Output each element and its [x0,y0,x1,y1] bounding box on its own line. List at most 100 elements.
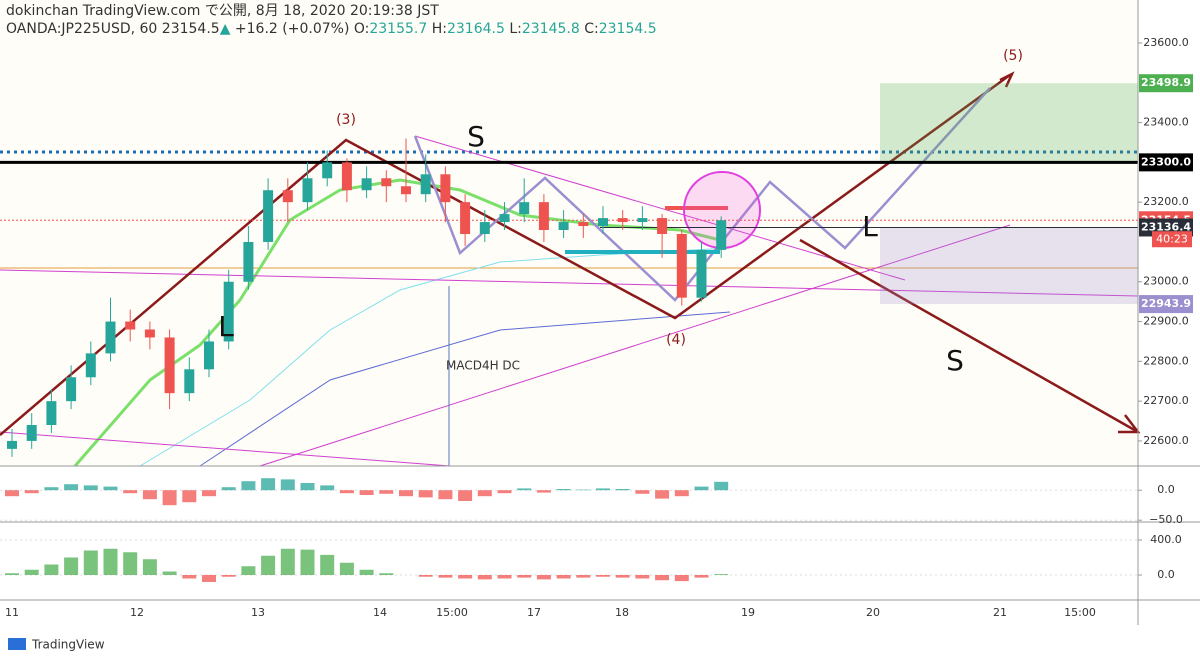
histogram-bar [142,559,157,575]
annotation: (5) [1003,48,1023,64]
histogram-bar [202,490,216,497]
candle-body [657,218,668,234]
candle-body [164,337,175,394]
price-tag [1139,153,1193,172]
histogram-bar [241,481,256,491]
histogram-bar [714,574,729,575]
histogram-bar [596,488,610,491]
histogram-bar [123,552,138,575]
histogram-bar [182,490,197,503]
histogram-bar [517,574,532,578]
y-tick-label: 22700.0 [1143,394,1189,407]
candle-body [538,202,549,231]
candle-body [85,353,96,378]
histogram-bar [458,490,473,501]
histogram-bar [241,566,256,575]
histogram-bar [477,490,492,497]
y-tick-label: 22600.0 [1143,434,1189,447]
histogram-bar [536,490,551,493]
y-tick-label: 22800.0 [1143,354,1189,367]
close: 23154.5 [598,21,657,37]
h-label: H: [431,21,447,37]
histogram-bar [221,574,236,577]
histogram-bar [24,569,39,575]
l-label: L: [509,21,522,37]
candle-body [479,222,490,234]
candle-body [598,218,608,227]
arrow-head [999,71,1015,88]
histogram-bar [556,489,571,491]
histogram-bar [24,490,39,494]
histogram-bar [339,562,354,575]
price-tag [1139,74,1193,93]
candle-body [381,178,392,187]
candle-body [617,218,628,223]
candle-body [440,174,451,203]
y-tick-label: −50.0 [1149,513,1183,526]
histogram-bar [477,574,492,580]
histogram-bar [694,574,709,578]
histogram-bar [280,479,295,491]
o-label: O: [353,21,370,37]
histogram-bar [615,574,630,578]
annotation: S [946,344,964,377]
header-line: dokinchan TradingView.com で公開, 8月 18, 20… [6,3,439,19]
price-tag [1139,295,1193,314]
histogram-bar [517,488,532,491]
x-tick-label: 18 [615,606,629,619]
histogram-bar [674,574,689,582]
x-tick-label: 21 [993,606,1007,619]
histogram-bar [576,574,591,578]
trend-line [259,224,1011,467]
price-tag-label: 23136.4 [1141,220,1191,233]
histogram-bar [202,574,216,582]
histogram-bar [635,574,650,579]
histogram-bar [44,564,59,575]
trend-line [414,135,906,281]
histogram-bar [5,573,19,575]
histogram-bar [5,490,19,497]
x-tick-label: 19 [741,606,755,619]
candle-body [184,369,195,394]
histogram-bar [162,571,177,575]
countdown-tag [1152,231,1192,248]
y-tick-label: 0.0 [1157,568,1175,581]
histogram-bar [44,487,59,491]
histogram-bar [438,574,453,578]
annotation: (3) [336,112,356,128]
histogram-bar [596,574,610,577]
histogram-bar [359,490,374,495]
y-tick-label: 23200.0 [1143,195,1189,208]
annotation: MACD4H DC [446,359,520,373]
candle-body [716,220,727,250]
change: +16.2 (+0.07%) [234,21,350,37]
candle-body [204,341,214,370]
histogram-bar [379,573,394,575]
histogram-bar [359,569,374,575]
histogram-bar [142,490,157,500]
price-tag-label: 23300.0 [1141,155,1191,168]
histogram-bar [64,557,79,575]
histogram-bar [320,485,335,491]
candle-body [282,190,293,203]
histogram-bar [576,489,591,491]
histogram-bar [261,478,276,491]
x-tick-label: 15:00 [436,606,468,619]
symbol-line: OANDA:JP225USD, 60 23154.5▲ +16.2 (+0.07… [6,20,657,38]
x-tick-label: 12 [130,606,144,619]
wave-line [0,73,1011,436]
candle-body [578,222,589,227]
low: 23145.8 [521,21,580,37]
x-tick-label: 13 [251,606,265,619]
annotation: L [862,210,878,243]
position-box [880,227,1138,305]
candle-body [144,329,155,338]
histogram-bar [83,550,98,575]
candle-body [125,321,136,330]
candle-body [361,178,372,191]
annotation: L [218,310,234,343]
histogram-bar [556,574,571,579]
logo [8,638,26,650]
